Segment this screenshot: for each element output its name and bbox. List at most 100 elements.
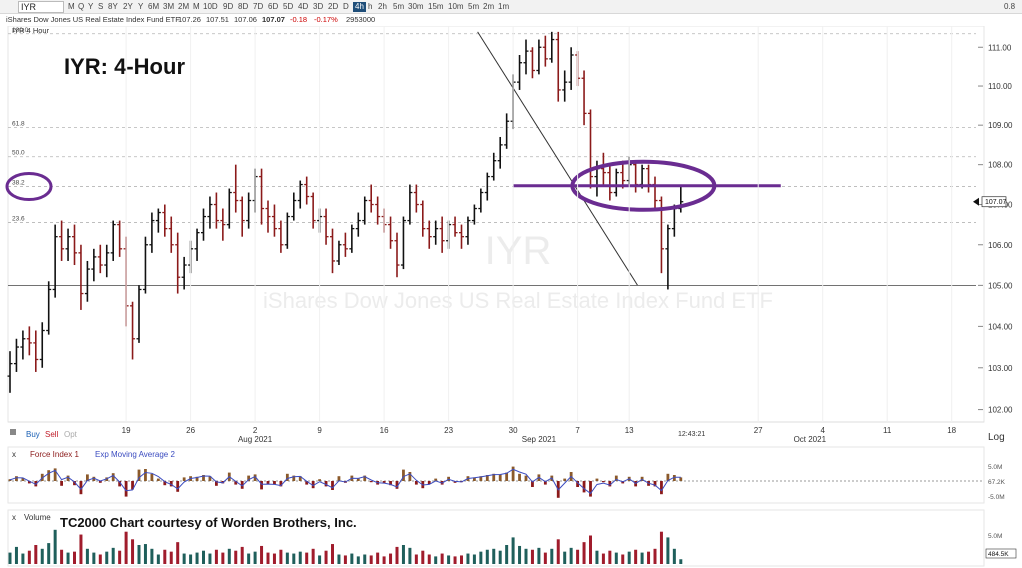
timeframe-10[interactable]: M: [193, 2, 200, 11]
force-scale-bot: -5.0M: [988, 494, 1005, 501]
timeframe-18[interactable]: 3D: [313, 2, 324, 11]
volume-bar-94: [614, 552, 618, 564]
timeframe-20[interactable]: D: [343, 2, 349, 11]
timeframe-12[interactable]: 9D: [223, 2, 234, 11]
timeframe-28[interactable]: 5m: [468, 2, 480, 11]
annotation-ellipse[interactable]: [570, 159, 717, 212]
toolbar-right-value: 0.8: [1004, 2, 1016, 11]
y-tick-label-2: 104.00: [988, 322, 1013, 331]
force-bar-7: [53, 468, 57, 481]
timeframe-6[interactable]: Y: [138, 2, 144, 11]
timeframe-3[interactable]: S: [98, 2, 104, 11]
fib-level-ellipse[interactable]: [5, 172, 53, 202]
timeframe-23[interactable]: 2h: [378, 2, 387, 11]
volume-bar-59: [389, 553, 393, 564]
timeframe-21[interactable]: 4h: [353, 2, 366, 12]
ohlc-bar-52: [342, 232, 348, 257]
volume-bar-89: [582, 542, 586, 564]
force-bar-48: [318, 479, 321, 481]
timeframe-26[interactable]: 15m: [428, 2, 444, 11]
y-tick-label-1: 103.00: [988, 364, 1013, 373]
ohlc-bar-32: [213, 192, 219, 229]
timeframe-8[interactable]: 3M: [163, 2, 175, 11]
timeframe-27[interactable]: 10m: [448, 2, 464, 11]
opt-button[interactable]: Opt: [64, 430, 78, 439]
timeframe-14[interactable]: 7D: [253, 2, 264, 11]
force-bar-2: [21, 478, 25, 481]
downtrend-line[interactable]: [477, 31, 639, 286]
force-bar-44: [292, 475, 296, 481]
force-index-label[interactable]: Force Index 1: [30, 450, 79, 459]
volume-bar-23: [156, 554, 160, 564]
y-tick-label-7: 109.00: [988, 121, 1013, 130]
volume-pane-close-icon[interactable]: x: [12, 513, 16, 522]
chart-canvas[interactable]: 100.0 61.8 50.0 38.2 23.6 102.00 103.00 104.00…: [0, 26, 1022, 568]
timeframe-15[interactable]: 6D: [268, 2, 279, 11]
timeframe-16[interactable]: 5D: [283, 2, 294, 11]
timeframe-0[interactable]: M: [68, 2, 75, 11]
ohlc-bar-7: [52, 224, 58, 298]
ohlc-bar-24: [162, 204, 168, 237]
force-bar-46: [305, 481, 309, 485]
volume-bar-104: [679, 559, 683, 564]
buy-button[interactable]: Buy: [26, 430, 40, 439]
force-scale-top: 5.0M: [988, 464, 1002, 471]
ohlc-bar-84: [549, 31, 555, 63]
timeframe-9[interactable]: 2M: [178, 2, 190, 11]
volume-bar-47: [311, 548, 315, 564]
timeframe-13[interactable]: 8D: [238, 2, 249, 11]
sell-button[interactable]: Sell: [45, 430, 59, 439]
volume-bar-52: [343, 555, 347, 564]
force-bar-26: [176, 481, 180, 492]
timeframe-25[interactable]: 30m: [408, 2, 424, 11]
ohlc-bar-2: [20, 330, 26, 360]
symbol-input[interactable]: IYR: [18, 1, 64, 13]
log-scale-toggle[interactable]: Log: [988, 432, 1005, 443]
force-bar-42: [279, 481, 283, 487]
volume-bar-36: [240, 546, 244, 564]
timeframe-5[interactable]: 2Y: [123, 2, 133, 11]
ohlc-bar-81: [529, 47, 535, 79]
force-pane-close-icon[interactable]: x: [12, 450, 16, 459]
ohlc-bar-36: [239, 196, 245, 237]
ohlc-bar-87: [568, 47, 574, 90]
ohlc-bar-42: [278, 220, 284, 253]
volume-bar-87: [569, 547, 573, 564]
timeframe-29[interactable]: 2m: [483, 2, 495, 11]
ohlc-bar-70: [459, 224, 464, 249]
volume-bar-9: [66, 552, 70, 564]
volume-bar-18: [124, 531, 128, 564]
ohlc-bar-71: [465, 216, 471, 245]
force-bar-77: [505, 472, 509, 481]
timeframe-7[interactable]: 6M: [148, 2, 160, 11]
volume-bar-46: [305, 552, 309, 564]
ohlc-bar-72: [471, 204, 477, 225]
force-bar-88: [576, 481, 579, 487]
timeframe-4[interactable]: 8Y: [108, 2, 118, 11]
ohlc-bar-12: [84, 260, 90, 302]
ohlc-bar-0: [7, 351, 13, 393]
ohlc-bar-94: [613, 168, 619, 197]
force-bar-54: [356, 478, 360, 481]
timeframe-2[interactable]: Y: [88, 2, 94, 11]
force-bar-30: [202, 475, 205, 481]
volume-bar-53: [350, 553, 354, 564]
volume-bar-88: [576, 549, 580, 564]
volume-bar-20: [137, 545, 141, 564]
ohlc-bar-35: [233, 164, 239, 213]
force-bar-91: [595, 478, 599, 481]
timeframe-1[interactable]: Q: [78, 2, 85, 11]
ohlc-bar-85: [555, 31, 561, 102]
timeframe-11[interactable]: 10D: [203, 2, 218, 11]
timeframe-19[interactable]: 2D: [328, 2, 339, 11]
volume-last-box: [985, 548, 1017, 559]
ohlc-bar-83: [542, 35, 548, 67]
force-bar-21: [144, 469, 147, 481]
ema-label[interactable]: Exp Moving Average 2: [95, 450, 175, 459]
timeframe-30[interactable]: 1m: [498, 2, 510, 11]
timeframe-24[interactable]: 5m: [393, 2, 405, 11]
timeframe-17[interactable]: 4D: [298, 2, 309, 11]
timeframe-22[interactable]: h: [368, 2, 373, 11]
volume-bar-44: [292, 553, 296, 564]
y-tick-label-0: 102.00: [988, 406, 1013, 415]
